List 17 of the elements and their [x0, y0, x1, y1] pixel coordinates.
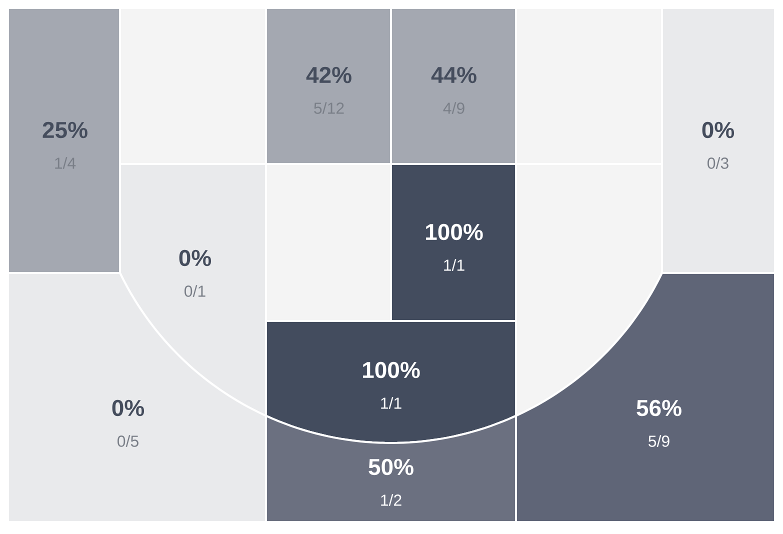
category-label: 1/1 [444, 259, 464, 271]
data-label: 100% [363, 362, 420, 378]
data-label: 56% [636, 400, 682, 416]
category-label: 1/2 [381, 494, 402, 506]
category-label: 1/1 [381, 397, 402, 409]
category-label: 0/1 [184, 285, 206, 297]
data-label: 0% [179, 250, 212, 266]
category-label: 0/5 [118, 435, 138, 447]
data-label: 50% [368, 458, 414, 476]
data-label: 42% [306, 66, 352, 84]
data-label: 0% [702, 122, 734, 138]
data-label: 25% [42, 122, 88, 138]
category-label: 0/3 [708, 157, 728, 169]
data-label: 0% [112, 400, 144, 416]
data-label: 100% [426, 224, 483, 240]
category-label: 5/9 [648, 435, 670, 447]
data-label: 44% [431, 66, 476, 84]
